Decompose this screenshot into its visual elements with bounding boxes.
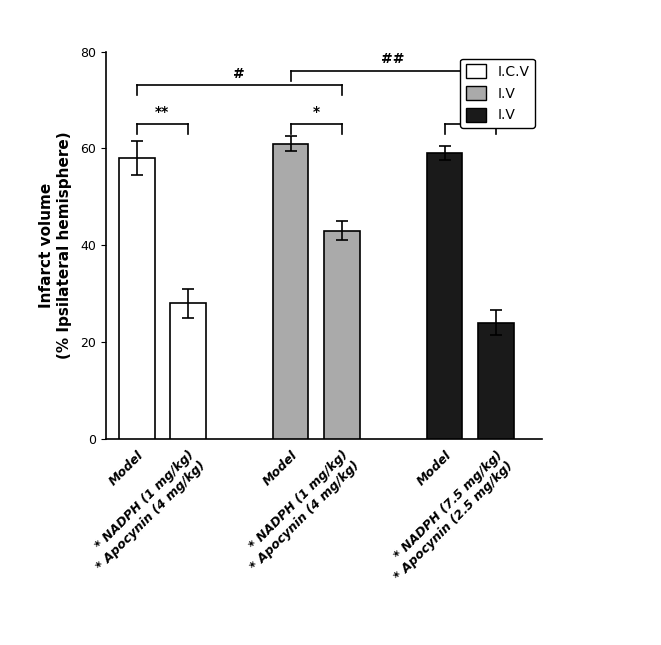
Text: *: * [313,105,320,119]
Bar [118,158,155,439]
Bar [170,303,206,439]
Text: **: ** [155,105,169,119]
Bar [478,322,514,439]
Text: ##: ## [381,52,405,66]
Y-axis label: Infarct volume
(% Ipsilateral hemisphere): Infarct volume (% Ipsilateral hemisphere… [39,132,71,359]
Bar [324,230,360,439]
Bar [272,144,309,439]
Text: #: # [233,66,245,81]
Text: ***: *** [459,105,481,119]
Bar [426,154,463,439]
Legend: I.C.V, I.V, I.V: I.C.V, I.V, I.V [460,59,535,128]
